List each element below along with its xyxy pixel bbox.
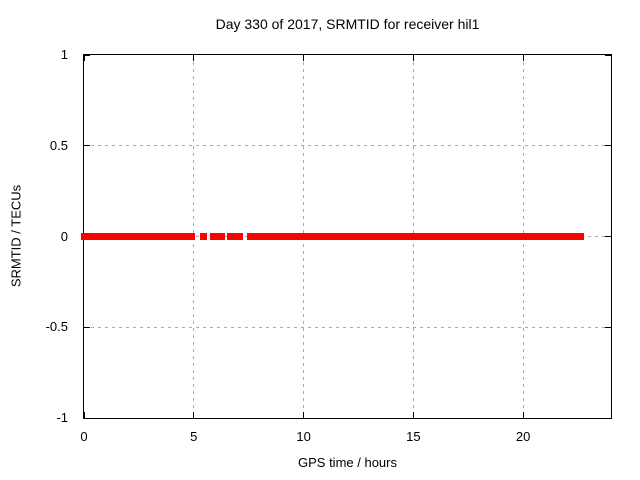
y-tick-label: -1: [56, 410, 68, 425]
plot-area: [81, 54, 612, 419]
data-segment: [81, 233, 196, 240]
x-axis-label: GPS time / hours: [298, 455, 397, 470]
y-tick-label: -0.5: [45, 319, 68, 335]
data-segment: [209, 233, 225, 240]
x-tick-label: 15: [406, 429, 421, 444]
x-tick-top: [83, 55, 85, 61]
y-tick-right: [605, 326, 611, 328]
y-gridline: [84, 326, 611, 328]
data-segment: [227, 233, 243, 240]
x-tick-bottom: [522, 412, 524, 418]
data-segment: [247, 233, 584, 240]
x-tick-top: [193, 55, 195, 61]
y-tick-right: [605, 54, 611, 56]
x-tick-label: 20: [515, 429, 531, 444]
chart-title: Day 330 of 2017, SRMTID for receiver hil…: [215, 16, 480, 32]
y-tick-right: [605, 417, 611, 419]
y-tick-left: [84, 54, 90, 56]
x-tick-top: [522, 55, 524, 61]
y-tick-left: [84, 326, 90, 328]
y-tick-left: [84, 145, 90, 147]
x-tick-bottom: [193, 412, 195, 418]
x-tick-label: 10: [296, 429, 311, 444]
y-tick-label: 1: [60, 47, 68, 62]
data-segment: [200, 233, 207, 240]
y-tick-right: [605, 145, 611, 147]
x-tick-bottom: [303, 412, 305, 418]
x-tick-bottom: [83, 412, 85, 418]
x-tick-label: 5: [190, 429, 198, 444]
x-tick-label: 0: [80, 429, 88, 444]
y-tick-right: [605, 236, 611, 237]
x-tick-top: [412, 55, 414, 61]
x-tick-top: [303, 55, 305, 61]
y-tick-left: [84, 417, 90, 419]
y-tick-label: 0: [60, 228, 68, 244]
x-tick-bottom: [412, 412, 414, 418]
y-gridline: [84, 145, 611, 147]
y-tick-label: 0.5: [49, 137, 68, 153]
